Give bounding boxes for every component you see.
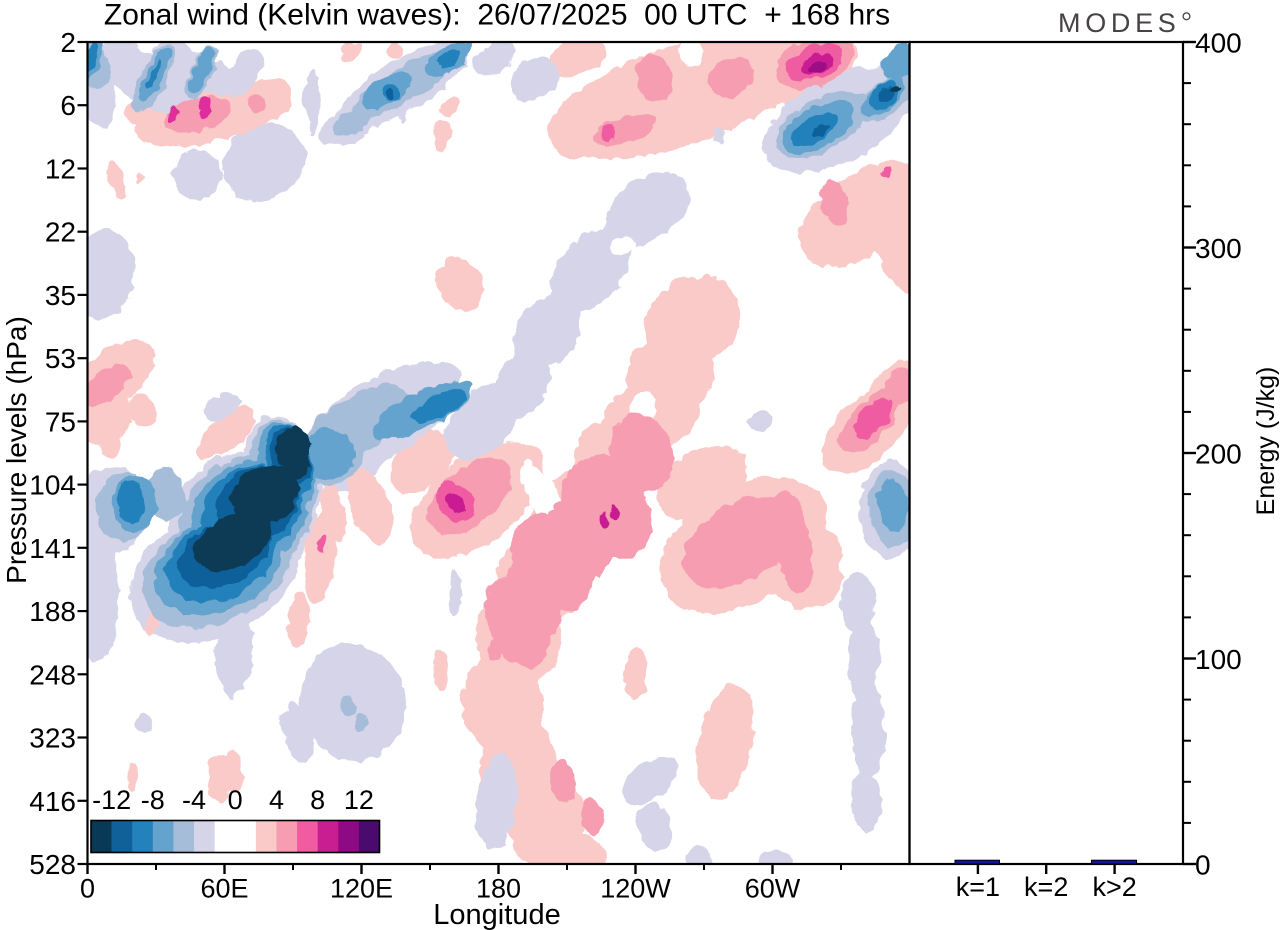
svg-text:0: 0 — [1195, 850, 1211, 881]
svg-text:-4: -4 — [182, 785, 206, 815]
svg-text:12: 12 — [45, 154, 76, 185]
svg-text:200: 200 — [1195, 439, 1242, 470]
svg-text:104: 104 — [29, 470, 76, 501]
svg-text:400: 400 — [1195, 28, 1242, 59]
svg-text:120E: 120E — [330, 874, 393, 904]
svg-text:k>2: k>2 — [1092, 872, 1136, 902]
svg-text:6: 6 — [60, 90, 76, 121]
svg-text:8: 8 — [310, 785, 325, 815]
svg-text:Energy (J/kg): Energy (J/kg) — [1252, 367, 1280, 516]
svg-text:100: 100 — [1195, 644, 1242, 675]
svg-text:0: 0 — [228, 785, 243, 815]
svg-text:53: 53 — [45, 343, 76, 374]
svg-text:35: 35 — [45, 280, 76, 311]
svg-text:248: 248 — [29, 659, 76, 690]
svg-text:141: 141 — [29, 533, 76, 564]
svg-text:188: 188 — [29, 596, 76, 627]
svg-text:60W: 60W — [745, 874, 801, 904]
svg-text:Pressure levels (hPa): Pressure levels (hPa) — [1, 316, 32, 584]
svg-text:22: 22 — [45, 217, 76, 248]
svg-text:2: 2 — [60, 27, 76, 58]
svg-text:MODES: MODES — [1058, 8, 1181, 38]
svg-text:323: 323 — [29, 723, 76, 754]
svg-text:60E: 60E — [200, 874, 248, 904]
svg-text:120W: 120W — [600, 874, 671, 904]
svg-text:416: 416 — [29, 786, 76, 817]
svg-text:300: 300 — [1195, 233, 1242, 264]
svg-text:Zonal wind (Kelvin waves): 26: Zonal wind (Kelvin waves): 26/07/2025 00… — [104, 0, 890, 32]
svg-text:0: 0 — [80, 874, 95, 904]
svg-text:k=1: k=1 — [956, 872, 1000, 902]
svg-text:180: 180 — [476, 874, 521, 904]
svg-text:75: 75 — [45, 406, 76, 437]
svg-text:528: 528 — [29, 849, 76, 880]
svg-text:4: 4 — [269, 785, 284, 815]
svg-text:k=2: k=2 — [1024, 872, 1068, 902]
svg-text:Longitude: Longitude — [433, 899, 560, 930]
svg-text:12: 12 — [344, 785, 374, 815]
svg-text:-8: -8 — [141, 785, 165, 815]
svg-text:-12: -12 — [92, 785, 131, 815]
